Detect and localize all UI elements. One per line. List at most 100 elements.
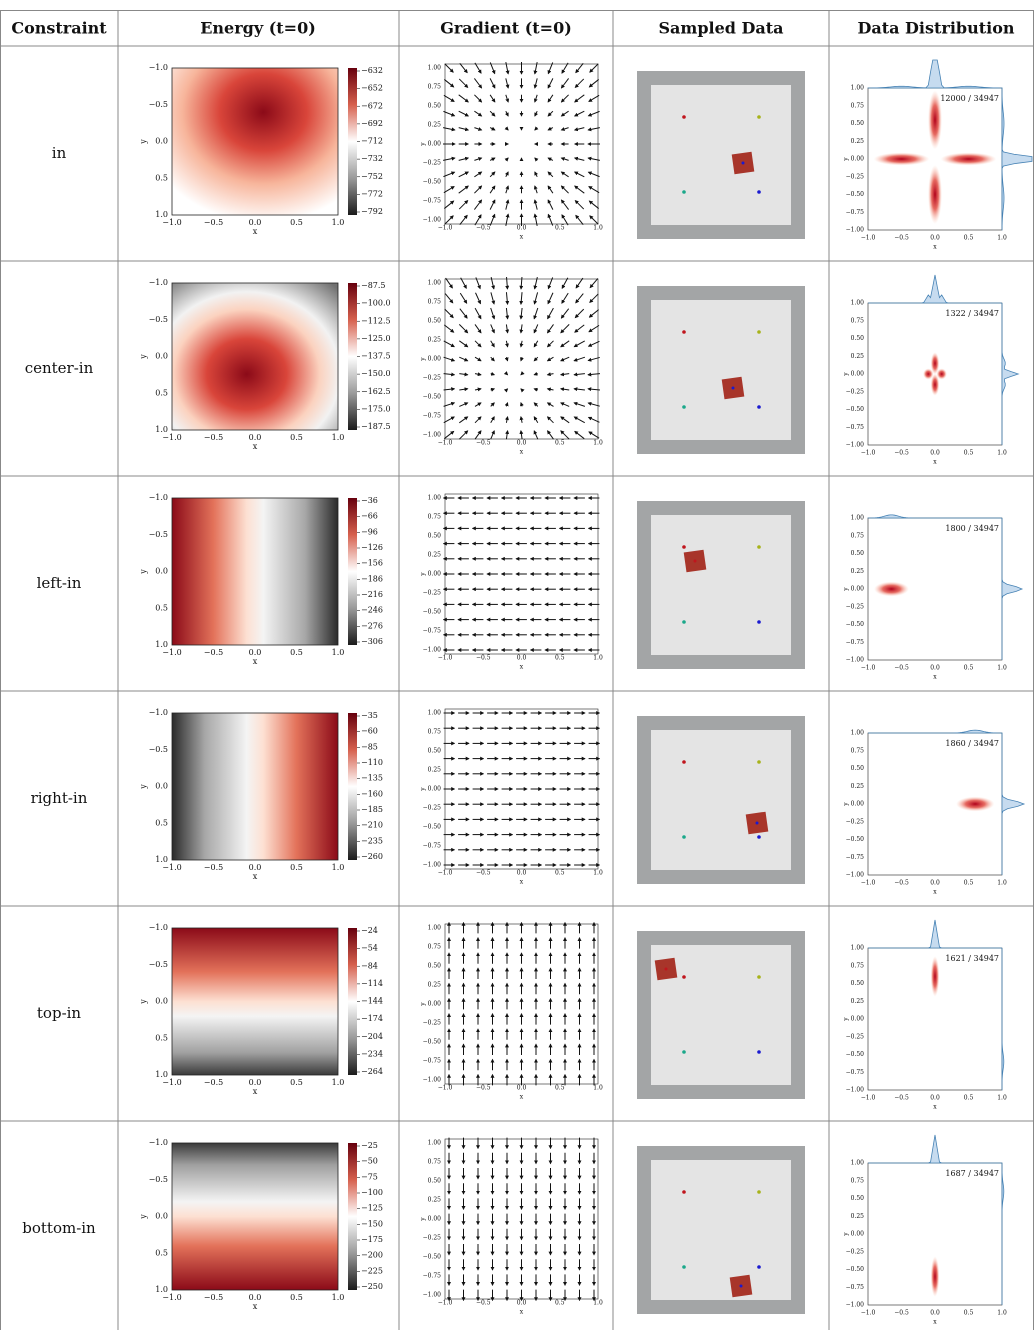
colorbar-label: −204 — [361, 1032, 383, 1041]
y-tick-label: −0.50 — [423, 1039, 442, 1046]
target-dot — [757, 620, 761, 624]
gradient-arrow — [546, 356, 554, 362]
y-tick-label: −0.25 — [846, 1248, 865, 1255]
y-tick-label: −0.75 — [846, 854, 865, 861]
colorbar-label: −234 — [361, 1049, 383, 1058]
colorbar-label: −36 — [361, 496, 378, 505]
x-tick-label: 1.0 — [332, 648, 345, 657]
gradient-arrow — [588, 186, 600, 194]
gradient-arrow — [474, 356, 482, 362]
arena-floor — [651, 730, 791, 870]
colorbar-label: −112.5 — [361, 316, 391, 325]
y-tick-label: −0.50 — [846, 406, 865, 413]
gradient-arrow — [587, 340, 600, 347]
gradient-arrow — [443, 387, 456, 392]
colorbar-label: −200 — [361, 1251, 383, 1260]
x-tick-label: −1.0 — [162, 218, 181, 227]
gradient-arrow — [547, 199, 554, 210]
x-axis-label: x — [933, 244, 937, 251]
x-tick-label: −1.0 — [162, 433, 181, 442]
gradient-arrow — [474, 387, 482, 392]
x-tick-label: 1.0 — [593, 1300, 603, 1307]
gradient-arrow — [458, 199, 469, 210]
y-tick-label: 0.0 — [155, 352, 168, 361]
y-tick-label: 0.75 — [851, 102, 865, 109]
x-tick-label: −1.0 — [438, 1300, 453, 1307]
marginal-y — [1001, 948, 1005, 1091]
colorbar-label: −175 — [361, 1235, 383, 1244]
gradient-arrow — [587, 416, 600, 423]
target-dot — [757, 115, 761, 119]
y-axis-label: y — [139, 784, 148, 790]
y-tick-label: 0.50 — [428, 318, 442, 325]
gradient-arrow — [546, 372, 554, 377]
target-dot — [682, 835, 686, 839]
gradient-arrow — [574, 78, 585, 89]
colorbar-label: −100 — [361, 1188, 383, 1197]
y-tick-label: 0.25 — [851, 353, 865, 360]
x-tick-label: 0.5 — [290, 218, 303, 227]
y-tick-label: 1.00 — [851, 1160, 865, 1167]
arena-floor — [651, 1160, 791, 1300]
gradient-arrow — [573, 416, 585, 424]
colorbar-label: −50 — [361, 1157, 378, 1166]
gradient-arrow — [474, 324, 482, 334]
colorbar-label: −162.5 — [361, 387, 391, 396]
gradient-arrow — [458, 171, 470, 178]
gradient-arrow — [489, 94, 496, 103]
gradient-arrow — [473, 78, 483, 89]
density-blob — [956, 796, 995, 812]
gradient-arrow — [490, 430, 495, 440]
gradient-arrow — [561, 62, 569, 74]
y-tick-label: 0.75 — [428, 84, 442, 91]
gradient-arrow — [547, 307, 554, 320]
y-tick-label: 0.25 — [428, 1197, 442, 1204]
gradient-arrow — [546, 387, 554, 392]
y-tick-label: −1.0 — [149, 923, 168, 932]
y-tick-label: −1.00 — [423, 432, 442, 439]
x-axis-label: x — [253, 1302, 258, 1311]
y-tick-label: 0.00 — [428, 1001, 442, 1008]
y-tick-label: −0.5 — [149, 530, 168, 539]
x-tick-label: 0.0 — [930, 880, 940, 887]
gradient-arrow — [459, 214, 468, 225]
target-dot — [757, 330, 761, 334]
y-axis-label: y — [420, 787, 427, 792]
gradient-arrow — [560, 199, 569, 210]
y-tick-label: −0.75 — [423, 628, 442, 635]
x-tick-label: −0.5 — [476, 225, 491, 232]
y-tick-label: 0.00 — [851, 1231, 865, 1238]
y-tick-label: −0.50 — [423, 394, 442, 401]
y-tick-label: 0.25 — [428, 552, 442, 559]
gradient-arrow — [560, 157, 569, 161]
colorbar — [348, 928, 357, 1075]
gradient-arrow — [547, 430, 554, 440]
y-axis-label: y — [420, 142, 427, 147]
y-tick-label: −1.00 — [846, 442, 865, 449]
colorbar — [348, 713, 357, 860]
y-tick-label: 1.00 — [428, 925, 442, 932]
colorbar-label: −306 — [361, 637, 383, 646]
colorbar-label: −792 — [361, 207, 383, 216]
gradient-arrow — [561, 292, 569, 304]
y-tick-label: −1.00 — [423, 647, 442, 654]
density-blob — [930, 1256, 940, 1297]
y-tick-label: 1.0 — [155, 855, 168, 864]
gradient-arrow — [546, 402, 554, 407]
y-tick-label: −0.50 — [846, 1266, 865, 1273]
y-tick-label: −0.75 — [423, 843, 442, 850]
y-tick-label: 1.00 — [851, 515, 865, 522]
y-tick-label: −0.75 — [846, 639, 865, 646]
x-tick-label: 0.5 — [290, 1293, 303, 1302]
y-tick-label: 0.5 — [155, 818, 168, 827]
gradient-arrow — [443, 127, 456, 132]
x-tick-label: 1.0 — [593, 655, 603, 662]
gradient-arrow — [460, 277, 467, 289]
gradient-arrow — [459, 308, 468, 319]
y-tick-label: −0.50 — [423, 179, 442, 186]
y-axis-label: y — [420, 357, 427, 362]
x-tick-label: −0.5 — [894, 1095, 909, 1102]
gradient-arrow — [519, 324, 524, 334]
gradient-arrow — [573, 401, 586, 407]
gradient-arrow — [490, 371, 496, 376]
